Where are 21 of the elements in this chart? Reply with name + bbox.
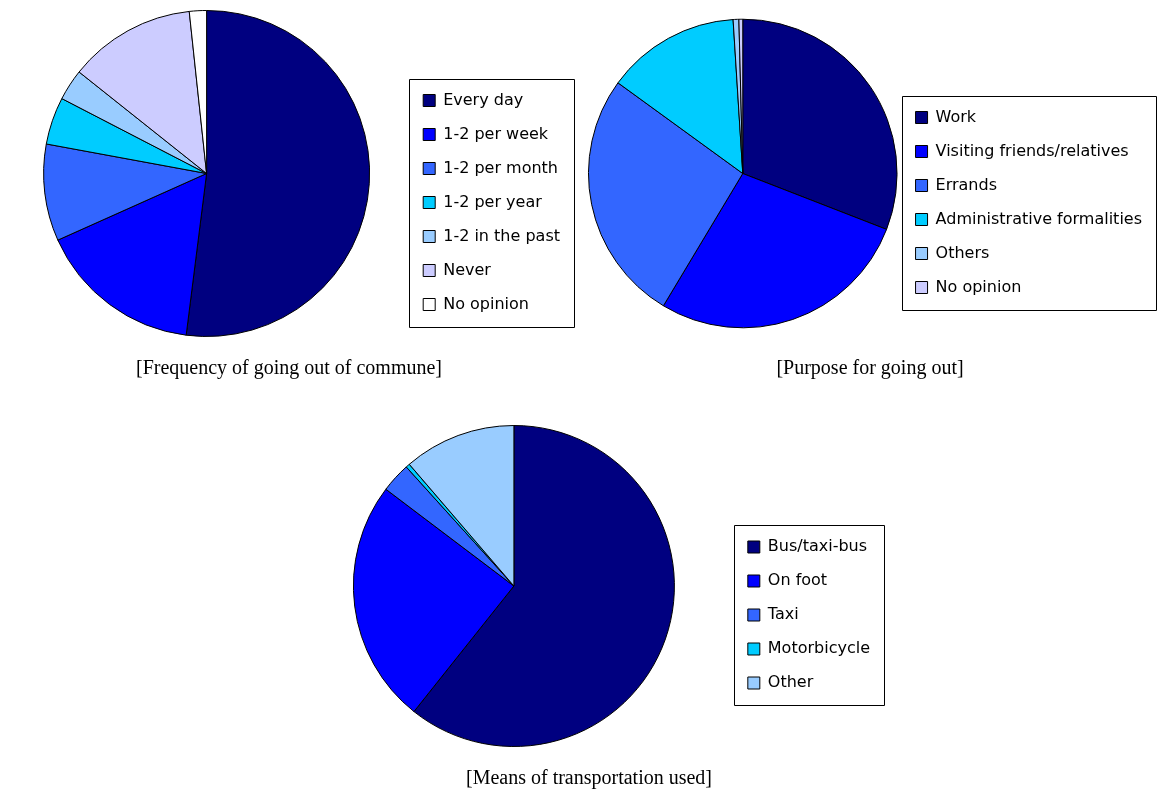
legend-label: 1-2 per year (443, 191, 543, 211)
text: [Means of transportation used] (465, 766, 713, 790)
legend-label: Motorbicycle (767, 638, 870, 658)
legend-label: Every day (443, 89, 524, 109)
text: [Purpose for going out] (776, 356, 964, 380)
legend-label: Visiting friends/relatives (935, 140, 1129, 160)
text: [Frequency of going out of commune] (135, 356, 443, 380)
legend-label: No opinion (935, 276, 1022, 296)
legend-label: 1-2 per week (443, 123, 549, 143)
legend-label: 1-2 in the past (443, 225, 561, 245)
legend-label: Others (935, 242, 990, 262)
legend-label: Bus/taxi-bus (767, 536, 868, 556)
legend-label: On foot (767, 570, 828, 590)
legend-label: No opinion (443, 293, 529, 313)
legend-label: 1-2 per month (443, 157, 559, 177)
legend-label: Work (935, 106, 977, 126)
legend-label: Other (767, 672, 814, 692)
legend-label: Taxi (766, 604, 799, 624)
legend-label: Errands (935, 174, 997, 194)
legend-label: Never (443, 259, 492, 279)
legend-label: Administrative formalities (935, 208, 1143, 228)
